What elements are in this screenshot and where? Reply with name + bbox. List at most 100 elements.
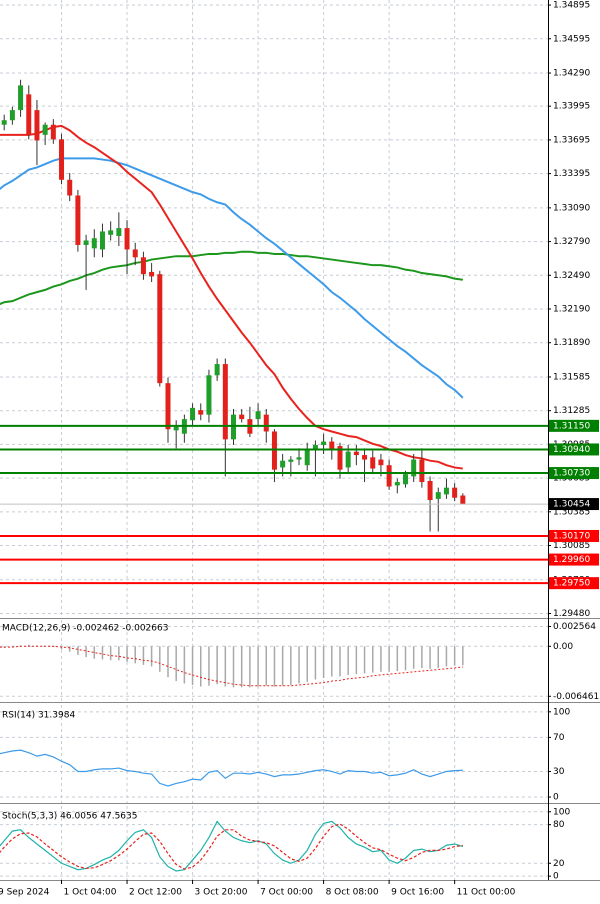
macd-bar — [339, 646, 341, 677]
macd-bar — [347, 646, 349, 675]
y-tick-label: 1.30085 — [553, 541, 590, 551]
macd — [0, 644, 464, 688]
y-tick-label: 1.31890 — [553, 338, 590, 348]
macd-bar — [273, 646, 276, 687]
macd-bar — [109, 646, 112, 661]
current-price-label: 1.30454 — [553, 500, 590, 510]
y-tick-label: 100 — [553, 807, 570, 817]
panel-title: MACD(12,26,9) -0.002462 -0.002663 — [2, 624, 168, 634]
candle-body — [42, 124, 48, 135]
candle-body — [222, 364, 228, 440]
macd-bar — [404, 646, 407, 671]
candle-body — [190, 407, 196, 421]
macd-bar — [298, 646, 300, 684]
y-tick-label: 1.32790 — [553, 237, 590, 247]
candle-body — [18, 85, 24, 111]
candle-body — [108, 230, 114, 235]
candle-body — [255, 411, 261, 420]
y-tick-label: 1.33395 — [553, 169, 590, 179]
level-label: 1.31150 — [553, 421, 590, 431]
macd-bar — [134, 646, 136, 664]
candle-body — [386, 465, 392, 487]
y-tick-label: 70 — [553, 733, 565, 743]
macd-bar — [331, 646, 333, 677]
macd-bar — [200, 646, 202, 687]
candle-body — [452, 487, 458, 498]
level-label: 1.30170 — [553, 531, 590, 541]
macd-bar — [355, 646, 358, 675]
moving-average — [0, 124, 463, 470]
candle-body — [99, 231, 105, 250]
candle-body — [353, 451, 359, 456]
candle-body — [443, 487, 449, 495]
candle-body — [394, 482, 400, 486]
macd-bar — [421, 646, 423, 668]
candle-body — [321, 441, 327, 445]
macd-bar — [322, 646, 325, 679]
y-tick-label: 80 — [553, 820, 565, 830]
macd-bar — [28, 644, 30, 647]
candle-body — [165, 383, 171, 430]
y-tick-label: 1.33995 — [553, 102, 590, 112]
macd-bar — [183, 646, 186, 684]
macd-bar — [93, 646, 96, 659]
y-tick-label: 1.29480 — [553, 609, 590, 619]
candle-body — [132, 249, 138, 258]
candle-body — [419, 459, 425, 483]
macd-bar — [371, 646, 374, 673]
macd-bar — [232, 646, 235, 688]
macd-signal — [0, 645, 463, 687]
candle-body — [345, 451, 351, 468]
candle-body — [263, 414, 269, 432]
candle-body — [1, 120, 7, 125]
y-tick-label: 100 — [553, 707, 570, 717]
x-tick-label: 1 Oct 04:00 — [64, 888, 117, 898]
macd-bar — [380, 646, 382, 672]
candle-body — [378, 459, 384, 466]
macd-bar — [118, 646, 120, 661]
level-label: 1.30730 — [553, 469, 590, 479]
panel-title: Stoch(5,3,3) 46.0056 47.5635 — [2, 812, 137, 822]
macd-bar — [159, 646, 161, 672]
candle-body — [370, 457, 376, 469]
x-tick-label: 11 Oct 00:00 — [457, 888, 516, 898]
x-tick-label: 2 Oct 12:00 — [129, 888, 182, 898]
y-tick-label: 1.33090 — [553, 203, 590, 213]
macd-bar — [396, 646, 399, 672]
macd-bar — [126, 646, 128, 662]
moving-average — [0, 157, 464, 399]
level-label-box — [549, 467, 599, 480]
macd-bar — [453, 646, 456, 666]
macd-bar — [167, 646, 169, 678]
candle-body — [9, 110, 15, 121]
indicator-line — [0, 820, 464, 872]
candle-body — [157, 274, 163, 384]
macd-bar — [388, 646, 390, 672]
y-tick-label: 0 — [553, 872, 559, 882]
candle-body — [91, 238, 97, 249]
indicator — [0, 820, 464, 872]
candle-body — [288, 459, 294, 462]
y-tick-label: 20 — [553, 859, 565, 869]
candle-body — [435, 492, 441, 499]
x-tick-label: 9 Oct 16:00 — [391, 888, 444, 898]
y-tick-label: 1.31285 — [553, 406, 590, 416]
moving-average — [0, 250, 463, 306]
candle-body — [460, 495, 466, 505]
candle-body — [149, 271, 155, 277]
level-label-box — [549, 529, 599, 542]
macd-bar — [445, 646, 448, 667]
y-tick-label: 0.00 — [553, 642, 573, 652]
y-tick-label: 1.34895 — [553, 1, 590, 11]
level-label-box — [549, 419, 599, 432]
indicator-line — [0, 823, 463, 870]
candle-body — [140, 257, 146, 275]
macd-bar — [462, 646, 464, 666]
macd-bar — [249, 646, 251, 688]
x-tick-label: 9 Sep 2024 — [0, 888, 50, 898]
macd-bar — [240, 646, 243, 688]
y-tick-label: -0.006461 — [553, 692, 599, 702]
macd-bar — [150, 646, 153, 667]
